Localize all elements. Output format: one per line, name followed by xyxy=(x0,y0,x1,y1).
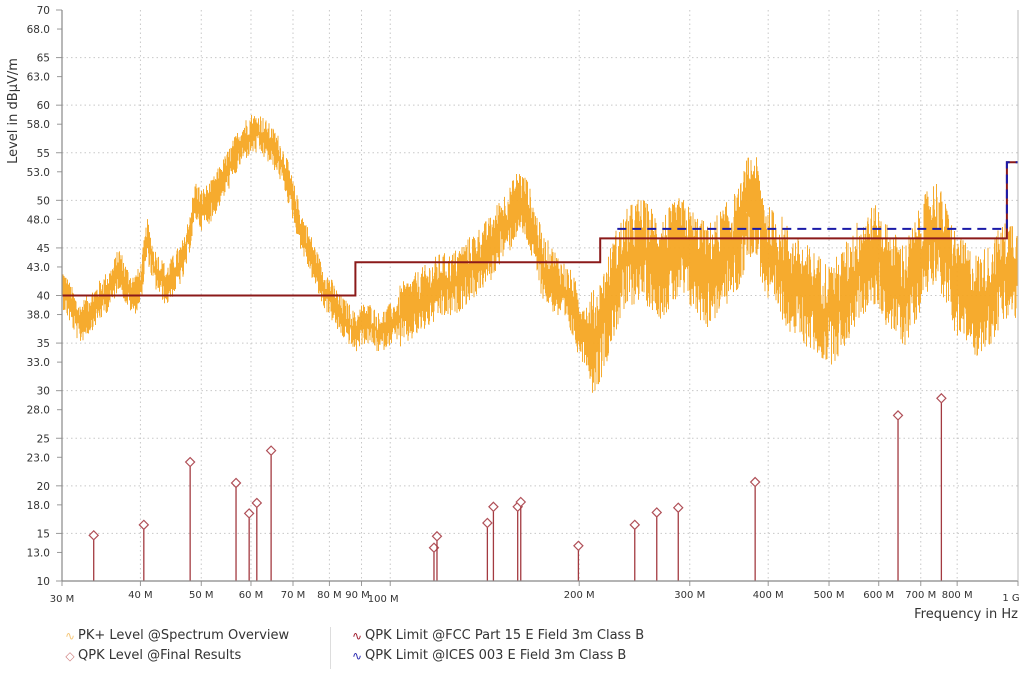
y-tick-label: 18.0 xyxy=(27,500,50,512)
y-tick-label: 50 xyxy=(37,195,50,207)
legend-label: PK+ Level @Spectrum Overview xyxy=(78,628,290,643)
marker-diamond xyxy=(892,410,904,421)
x-tick-label: 400 M xyxy=(753,590,784,601)
legend-label: QPK Level @Final Results xyxy=(78,648,242,663)
y-tick-label: 40 xyxy=(37,291,50,303)
legend-label: QPK Limit @ICES 003 E Field 3m Class B xyxy=(365,648,627,663)
wave-icon: ∿ xyxy=(351,649,363,663)
y-tick-label: 23.0 xyxy=(27,452,50,464)
y-tick-labels: 70 65 60 55 50 45 40 35 30 25 20 15 10 68.0 63.0 58.0 53… xyxy=(27,5,50,588)
x-tick-label: 80 M xyxy=(317,590,342,601)
diamond-icon: ◇ xyxy=(65,649,75,663)
limit-lines xyxy=(62,161,1018,297)
legend-right: ∿ QPK Limit @FCC Part 15 E Field 3m Clas… xyxy=(349,626,644,666)
y-tick-label: 28.0 xyxy=(27,405,50,417)
legend-label: QPK Limit @FCC Part 15 E Field 3m Class … xyxy=(365,628,645,643)
x-tick-label: 70 M xyxy=(281,590,306,601)
wave-icon: ∿ xyxy=(351,629,363,643)
y-axis-title: Level in dBµV/m xyxy=(6,58,21,164)
legend-left: ∿ PK+ Level @Spectrum Overview ◇ QPK Lev… xyxy=(62,626,289,666)
marker-diamond xyxy=(265,445,277,456)
y-tick-label: 30 xyxy=(37,386,50,398)
spectrum-trace xyxy=(62,115,1018,393)
y-tick-label: 13.0 xyxy=(27,547,50,559)
marker-diamond xyxy=(629,519,641,531)
marker-diamond xyxy=(230,477,242,489)
marker-diamond xyxy=(431,530,443,542)
x-tick-label: 100 M xyxy=(368,594,399,605)
spectrum-path xyxy=(62,115,1018,393)
x-axis-title: Frequency in Hz xyxy=(914,607,1018,622)
x-tick-label: 700 M xyxy=(905,590,936,601)
marker-diamond xyxy=(184,456,196,468)
marker-diamond xyxy=(251,497,263,509)
y-tick-label: 60 xyxy=(37,100,50,112)
y-tick-label: 55 xyxy=(37,148,50,160)
x-tick-label: 300 M xyxy=(674,590,705,601)
y-tick-label: 33.0 xyxy=(27,357,50,369)
marker-diamond xyxy=(749,476,761,488)
legend-divider xyxy=(330,627,331,669)
y-tick-label: 53.0 xyxy=(27,167,50,179)
marker-diamond xyxy=(138,519,150,531)
marker-diamond xyxy=(243,508,255,519)
y-tick-label: 10 xyxy=(37,576,50,588)
marker-diamond xyxy=(672,502,684,514)
x-tick-label: 40 M xyxy=(128,590,153,601)
x-tick-label: 50 M xyxy=(189,590,214,601)
marker-diamond xyxy=(482,517,493,529)
marker-diamond xyxy=(515,496,527,508)
x-tick-label: 500 M xyxy=(814,590,845,601)
legend-item-ices: ∿ QPK Limit @ICES 003 E Field 3m Class B xyxy=(349,646,644,666)
y-tick-label: 20 xyxy=(37,481,50,493)
ices-limit-line xyxy=(617,161,1018,230)
y-tick-label: 58.0 xyxy=(27,119,50,131)
x-tick-label: 1 G xyxy=(1002,593,1019,604)
y-tick-label: 63.0 xyxy=(27,72,50,84)
legend-item-qpk: ◇ QPK Level @Final Results xyxy=(62,646,289,666)
y-tick-label: 65 xyxy=(37,53,50,65)
y-tick-label: 38.0 xyxy=(27,310,50,322)
marker-diamond xyxy=(936,392,947,404)
y-tick-label: 43.0 xyxy=(27,262,50,274)
legend-item-fcc: ∿ QPK Limit @FCC Part 15 E Field 3m Clas… xyxy=(349,626,644,646)
marker-diamond xyxy=(651,507,663,518)
y-tick-label: 68.0 xyxy=(27,24,50,36)
legend-item-pk: ∿ PK+ Level @Spectrum Overview xyxy=(62,626,289,646)
y-tick-label: 35 xyxy=(37,338,50,350)
y-tick-label: 25 xyxy=(37,433,50,445)
y-tick-label: 45 xyxy=(37,243,50,255)
x-tick-label: 30 M xyxy=(50,594,75,605)
axes xyxy=(56,9,1019,586)
x-tick-label: 200 M xyxy=(564,590,595,601)
wave-icon: ∿ xyxy=(64,629,76,643)
x-tick-label: 600 M xyxy=(863,590,894,601)
grid xyxy=(62,10,1018,581)
y-tick-label: 48.0 xyxy=(27,214,50,226)
marker-diamond xyxy=(573,540,584,552)
y-tick-label: 70 xyxy=(37,5,50,17)
x-tick-label: 60 M xyxy=(239,590,264,601)
x-tick-label: 90 M xyxy=(345,590,370,601)
final-markers xyxy=(88,392,947,581)
marker-diamond xyxy=(88,529,100,541)
x-tick-label: 800 M xyxy=(942,590,973,601)
y-tick-label: 15 xyxy=(37,528,50,540)
marker-diamond xyxy=(488,501,499,513)
